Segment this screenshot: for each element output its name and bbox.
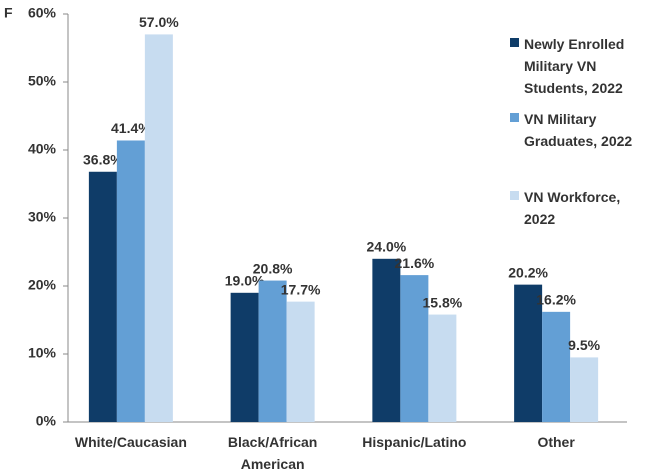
- bar: [400, 275, 429, 422]
- bar: [542, 311, 571, 422]
- bar: [570, 357, 599, 422]
- legend-swatch: [510, 113, 519, 122]
- legend-label: VN Workforce, 2022: [524, 189, 621, 227]
- bar: [258, 280, 287, 422]
- bar: [286, 301, 315, 422]
- value-label: 21.6%: [395, 255, 435, 271]
- legend-label: Newly Enrolled Military VN Students, 202…: [524, 36, 625, 96]
- y-tick-label: 60%: [28, 5, 57, 21]
- value-label: 20.8%: [253, 260, 293, 276]
- bar: [88, 171, 117, 422]
- value-label: 19.0%: [225, 273, 265, 289]
- legend-label: VN Military Graduates, 2022: [524, 111, 633, 149]
- value-label: 9.5%: [568, 337, 600, 353]
- y-tick-label: 10%: [28, 345, 57, 361]
- value-label: 17.7%: [281, 281, 321, 297]
- x-tick-label: Black/African American: [227, 434, 318, 472]
- value-label: 24.0%: [367, 239, 407, 255]
- value-label: 36.8%: [83, 151, 123, 167]
- legend-swatch: [510, 38, 519, 47]
- bar: [116, 140, 145, 423]
- value-label: 16.2%: [536, 292, 576, 308]
- value-label: 20.2%: [508, 264, 548, 280]
- value-label: 57.0%: [139, 14, 179, 30]
- bar: [372, 258, 401, 422]
- y-tick-label: 50%: [28, 73, 57, 89]
- bar: [144, 34, 173, 423]
- y-tick-label: 30%: [28, 209, 57, 225]
- bar: [428, 314, 457, 422]
- x-tick-label: White/Caucasian: [74, 434, 187, 450]
- y-tick-label: 20%: [28, 277, 57, 293]
- x-tick-label: Other: [537, 434, 575, 450]
- bar: [230, 292, 259, 422]
- y-tick-label: 40%: [28, 141, 57, 157]
- bar: [514, 284, 543, 422]
- value-label: 41.4%: [111, 120, 151, 136]
- x-tick-label: Hispanic/Latino: [362, 434, 467, 450]
- y-tick-label: 0%: [36, 413, 57, 429]
- chart-title: F: [4, 5, 13, 21]
- value-label: 15.8%: [423, 294, 463, 310]
- legend-swatch: [510, 191, 519, 200]
